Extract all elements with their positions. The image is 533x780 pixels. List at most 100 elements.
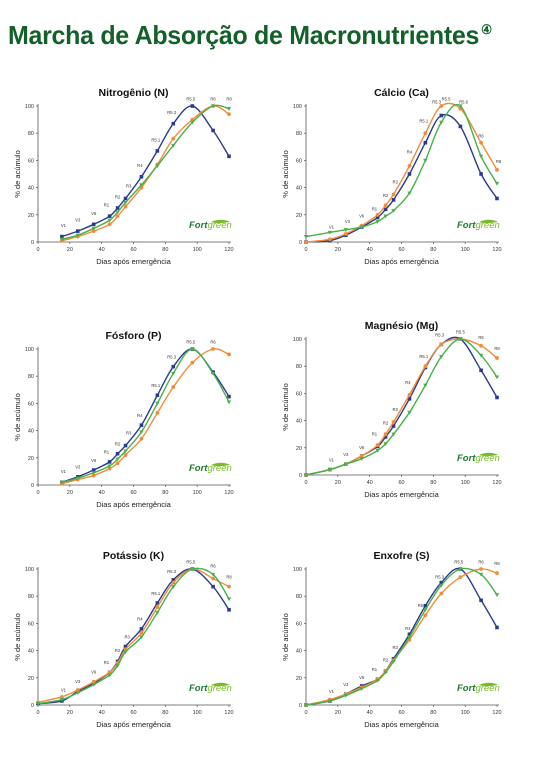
data-point-blue bbox=[171, 578, 176, 582]
data-point-green bbox=[35, 702, 41, 706]
data-point-green bbox=[171, 585, 176, 589]
data-point-blue bbox=[139, 423, 144, 427]
x-tick-label: 40 bbox=[367, 247, 373, 253]
data-point-orange bbox=[211, 576, 215, 581]
page-title: Marcha de Absorção de Macronutrientes ④ bbox=[8, 20, 492, 51]
stage-label: R1 bbox=[104, 203, 110, 208]
data-point-green bbox=[375, 678, 380, 683]
x-tick-label: 0 bbox=[36, 490, 39, 496]
data-point-orange bbox=[495, 168, 499, 172]
stage-label: R3 bbox=[124, 634, 130, 639]
stage-label: R4 bbox=[405, 380, 411, 385]
data-point-blue bbox=[458, 124, 463, 129]
data-point-green bbox=[115, 663, 120, 668]
data-point-blue bbox=[227, 154, 231, 159]
data-point-green bbox=[91, 226, 96, 231]
data-point-orange bbox=[407, 163, 412, 168]
data-point-blue bbox=[227, 394, 231, 399]
stage-label: R1 bbox=[372, 207, 378, 212]
data-point-orange bbox=[227, 112, 231, 117]
y-axis-label: % de acúmulo bbox=[13, 150, 22, 198]
data-point-green bbox=[107, 464, 112, 469]
data-point-orange bbox=[171, 580, 176, 585]
chart-phosphorus: Fósforo (P) 0 20 40 60 80 100 0 20 40 60 80 100 120 Di… bbox=[10, 325, 266, 560]
data-point-green bbox=[478, 572, 484, 577]
y-tick-label: 100 bbox=[25, 567, 34, 573]
stage-label: R3 bbox=[392, 407, 398, 412]
x-tick-label: 40 bbox=[99, 247, 105, 253]
data-point-orange bbox=[107, 670, 112, 675]
stage-label: R5.3 bbox=[167, 569, 177, 574]
data-point-blue bbox=[123, 443, 128, 448]
stage-label: V3 bbox=[343, 682, 349, 687]
data-point-orange bbox=[479, 567, 483, 571]
y-tick-label: 0 bbox=[31, 240, 34, 246]
data-point-blue bbox=[171, 364, 176, 369]
data-point-orange bbox=[359, 454, 364, 458]
logo-text-green: green bbox=[207, 683, 231, 694]
data-point-orange bbox=[171, 136, 176, 141]
data-point-green bbox=[327, 230, 333, 235]
y-tick-label: 100 bbox=[293, 567, 302, 573]
data-point-green bbox=[439, 583, 444, 588]
stage-label: V1 bbox=[61, 687, 67, 692]
data-point-green bbox=[303, 703, 309, 708]
y-tick-label: 40 bbox=[28, 186, 34, 192]
stage-label: R5.3 bbox=[435, 332, 445, 337]
x-tick-label: 120 bbox=[492, 710, 501, 716]
data-point-green bbox=[155, 164, 160, 169]
stage-label: R6 bbox=[478, 560, 484, 565]
x-tick-label: 0 bbox=[36, 710, 39, 716]
chart-svg: Cálcio (Ca) 0 20 40 60 80 100 0 20 40 60 80 100 120 Di… bbox=[281, 87, 502, 266]
data-point-green bbox=[383, 442, 388, 446]
data-point-green bbox=[190, 567, 195, 572]
y-tick-label: 40 bbox=[296, 649, 302, 655]
stage-label: V1 bbox=[329, 689, 335, 694]
data-point-green bbox=[139, 635, 144, 640]
stage-label: R4 bbox=[137, 163, 143, 168]
x-tick-label: 60 bbox=[130, 247, 136, 253]
data-point-orange bbox=[91, 679, 96, 684]
data-point-green bbox=[478, 353, 484, 358]
stage-label: R5.1 bbox=[151, 591, 161, 596]
leaf-icon bbox=[479, 219, 498, 224]
data-point-blue bbox=[479, 368, 483, 373]
x-tick-label: 40 bbox=[367, 480, 373, 486]
data-point-orange bbox=[190, 360, 195, 365]
leaf-icon bbox=[479, 682, 498, 687]
x-tick-label: 80 bbox=[430, 247, 436, 253]
data-point-green bbox=[343, 228, 348, 232]
data-point-green bbox=[171, 143, 176, 148]
y-tick-label: 0 bbox=[299, 473, 302, 479]
chart-sulfur: Enxofre (S) 0 20 40 60 80 100 0 20 40 60 80 100 120 Di… bbox=[278, 545, 533, 780]
data-point-blue bbox=[227, 608, 231, 612]
data-point-orange bbox=[423, 364, 428, 369]
data-point-green bbox=[210, 572, 216, 577]
stage-label: V3 bbox=[345, 219, 351, 224]
y-axis-label: % de acúmulo bbox=[281, 150, 290, 198]
chart-title: Cálcio (Ca) bbox=[374, 87, 429, 99]
data-point-green bbox=[383, 214, 388, 219]
y-tick-label: 20 bbox=[28, 213, 34, 219]
logo-text-fort: Fort bbox=[457, 220, 476, 231]
logo-text-green: green bbox=[475, 683, 499, 694]
data-point-blue bbox=[190, 104, 195, 108]
y-tick-label: 80 bbox=[296, 594, 302, 600]
data-point-blue bbox=[383, 435, 388, 439]
chart-svg: Magnésio (Mg) 0 20 40 60 80 100 0 20 40 60 80 100 120… bbox=[281, 320, 502, 499]
data-point-orange bbox=[155, 605, 160, 609]
stage-label: R6 bbox=[210, 97, 216, 102]
stage-label: R5.5 bbox=[456, 330, 466, 335]
stage-label: R5.6 bbox=[459, 99, 469, 104]
data-point-green bbox=[494, 593, 500, 598]
logo-text: Fortgreen bbox=[189, 463, 232, 474]
x-tick-label: 60 bbox=[130, 710, 136, 716]
data-point-blue bbox=[495, 196, 499, 201]
data-point-green bbox=[155, 610, 160, 615]
data-point-blue bbox=[107, 460, 112, 464]
data-point-blue bbox=[423, 603, 428, 608]
stage-label: V1 bbox=[329, 457, 335, 462]
data-point-green bbox=[407, 635, 412, 640]
data-point-orange bbox=[343, 231, 348, 236]
logo-text-fort: Fort bbox=[457, 453, 476, 464]
